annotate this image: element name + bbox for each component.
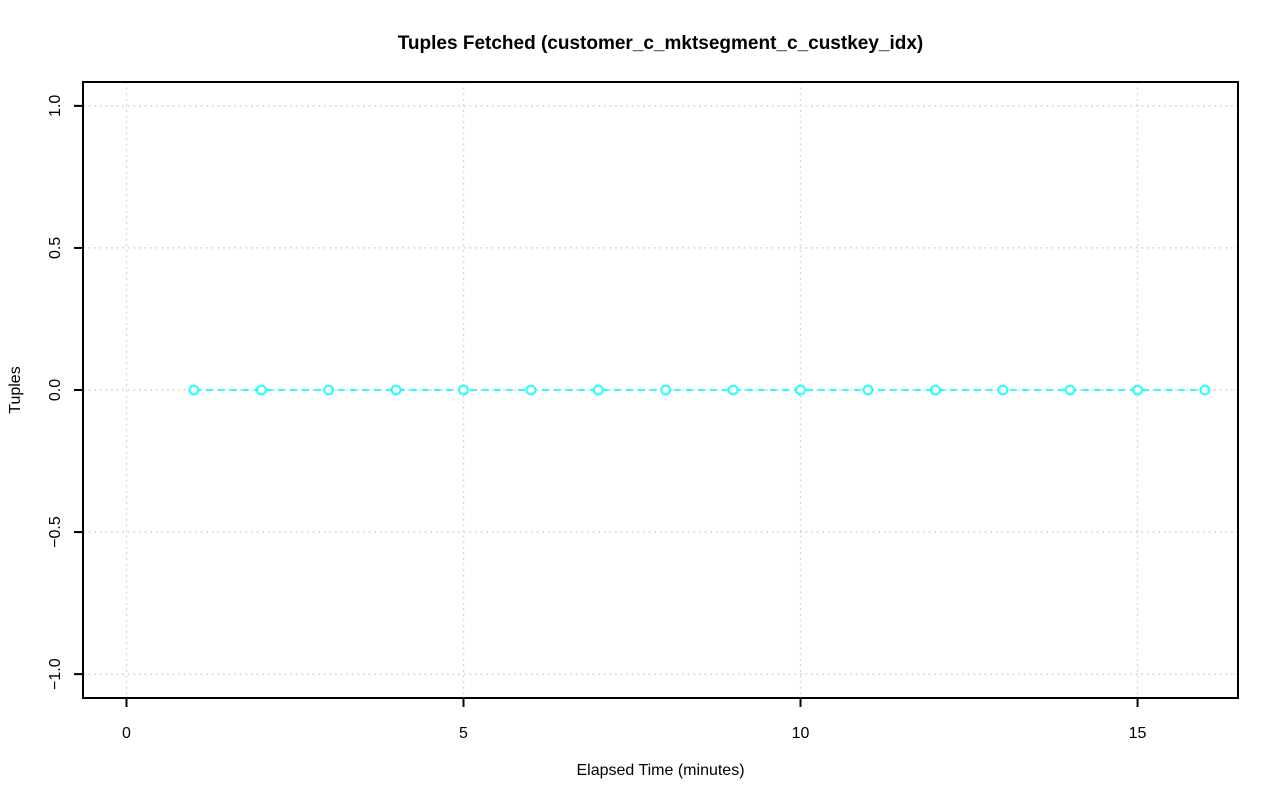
chart-title: Tuples Fetched (customer_c_mktsegment_c_… bbox=[397, 33, 924, 54]
x-tick-label: 5 bbox=[459, 725, 468, 742]
data-point bbox=[188, 384, 200, 396]
data-point bbox=[255, 384, 267, 396]
data-point bbox=[323, 384, 335, 396]
data-point bbox=[1064, 384, 1076, 396]
x-tick-label: 10 bbox=[792, 725, 810, 742]
data-point bbox=[929, 384, 941, 396]
data-point bbox=[1132, 384, 1143, 396]
x-tick-label: 0 bbox=[122, 725, 131, 742]
data-point bbox=[660, 384, 672, 396]
y-tick-label: 1.0 bbox=[47, 95, 64, 117]
y-tick-label: −0.5 bbox=[47, 516, 64, 548]
x-axis-label: Elapsed Time (minutes) bbox=[576, 762, 745, 779]
data-point bbox=[592, 384, 604, 396]
data-point bbox=[1199, 384, 1211, 396]
data-point bbox=[997, 384, 1009, 396]
y-tick-label: 0.0 bbox=[47, 379, 64, 401]
data-point bbox=[525, 384, 537, 396]
data-point bbox=[727, 384, 739, 396]
y-tick-label: 0.5 bbox=[47, 237, 64, 259]
x-tick-label: 15 bbox=[1129, 725, 1147, 742]
data-point bbox=[390, 384, 402, 396]
y-tick-label: −1.0 bbox=[47, 658, 64, 690]
data-point bbox=[458, 384, 469, 396]
data-point bbox=[862, 384, 874, 396]
data-point bbox=[795, 384, 806, 396]
